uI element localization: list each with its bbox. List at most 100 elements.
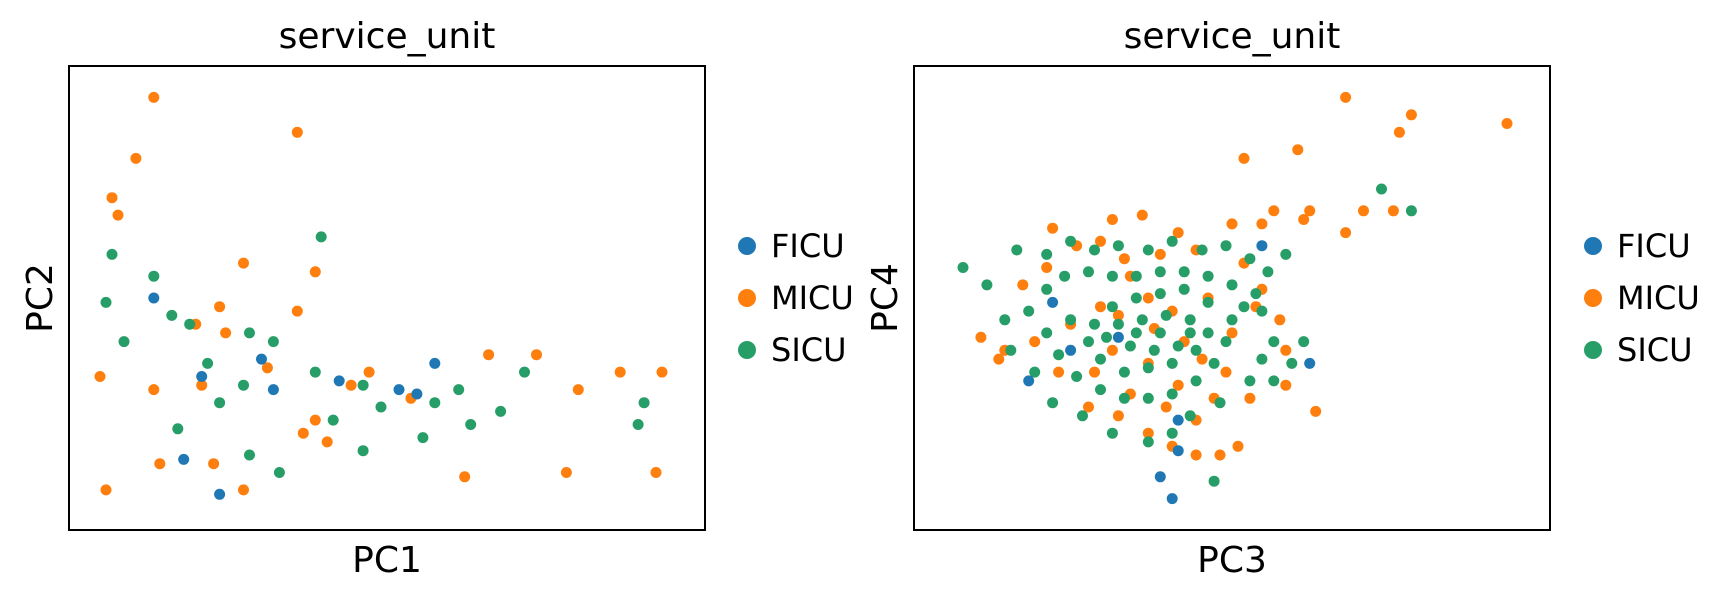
point-sicu	[1178, 283, 1190, 295]
point-micu	[1280, 379, 1292, 391]
point-sicu	[1041, 283, 1053, 295]
point-micu	[1118, 253, 1130, 265]
point-sicu	[1220, 240, 1232, 252]
point-micu	[1136, 209, 1148, 221]
point-micu	[1053, 366, 1065, 378]
point-micu	[1340, 227, 1352, 239]
point-sicu	[429, 397, 441, 409]
point-sicu	[519, 366, 530, 378]
point-micu	[297, 427, 309, 439]
point-sicu	[1178, 266, 1190, 278]
point-micu	[1310, 405, 1322, 417]
point-sicu	[1250, 288, 1262, 300]
point-micu	[1220, 366, 1232, 378]
point-sicu	[1298, 336, 1310, 348]
legend-marker-micu	[738, 289, 756, 307]
point-sicu	[1065, 235, 1077, 247]
panel-2-xlabel: PC3	[1197, 540, 1267, 581]
point-ficu	[1172, 445, 1184, 457]
point-micu	[1298, 214, 1310, 225]
point-sicu	[1190, 344, 1202, 356]
point-sicu	[1083, 266, 1094, 278]
point-sicu	[1286, 357, 1298, 369]
point-micu	[238, 257, 249, 269]
point-micu	[106, 192, 118, 204]
point-ficu	[1256, 240, 1268, 252]
point-sicu	[1268, 336, 1280, 348]
point-sicu	[375, 401, 387, 413]
panel-2-points	[957, 91, 1513, 505]
point-sicu	[1047, 397, 1059, 409]
point-sicu	[1208, 475, 1220, 487]
point-sicu	[1256, 353, 1268, 365]
point-sicu	[638, 397, 650, 409]
point-micu	[1106, 214, 1118, 225]
point-sicu	[1166, 388, 1178, 400]
panel-1-xlabel: PC1	[352, 540, 422, 581]
point-sicu	[327, 414, 339, 426]
point-micu	[148, 384, 160, 396]
point-micu	[1226, 218, 1238, 230]
point-sicu	[1166, 357, 1178, 369]
point-sicu	[1190, 375, 1202, 387]
point-sicu	[1118, 366, 1130, 378]
point-sicu	[1089, 318, 1100, 330]
point-sicu	[267, 336, 279, 348]
panel-2: service_unit PC3 PC4 FICU MICU SICU	[865, 16, 1700, 581]
point-sicu	[1208, 357, 1220, 369]
point-sicu	[1154, 288, 1166, 300]
point-sicu	[1220, 336, 1232, 348]
point-micu	[1304, 205, 1316, 217]
point-sicu	[1238, 301, 1250, 313]
point-sicu	[238, 379, 249, 391]
point-ficu	[1304, 357, 1316, 369]
point-sicu	[957, 262, 969, 273]
point-micu	[208, 458, 220, 470]
point-micu	[1214, 449, 1226, 461]
legend-label-sicu: SICU	[1617, 331, 1693, 369]
panel-1: service_unit PC1 PC2 FICU MICU SICU	[20, 16, 854, 581]
point-ficu	[411, 388, 423, 400]
point-sicu	[273, 467, 285, 478]
point-micu	[1112, 309, 1124, 321]
point-micu	[572, 384, 584, 396]
point-micu	[1393, 126, 1405, 138]
point-sicu	[999, 314, 1011, 326]
legend-marker-sicu	[1584, 341, 1602, 359]
point-sicu	[106, 248, 118, 260]
point-micu	[1095, 301, 1106, 313]
point-ficu	[256, 353, 267, 365]
point-micu	[1112, 410, 1124, 422]
point-ficu	[429, 357, 441, 369]
point-micu	[100, 484, 112, 496]
point-sicu	[166, 309, 178, 321]
point-micu	[650, 467, 662, 478]
point-sicu	[1214, 397, 1226, 409]
point-sicu	[1106, 427, 1118, 439]
point-ficu	[267, 384, 279, 396]
point-sicu	[632, 419, 644, 430]
point-micu	[1244, 392, 1256, 404]
point-micu	[1154, 248, 1166, 260]
point-sicu	[1106, 301, 1118, 313]
point-micu	[1047, 222, 1059, 234]
point-sicu	[1083, 336, 1094, 348]
legend-marker-ficu	[738, 237, 756, 255]
point-sicu	[1095, 353, 1106, 365]
point-sicu	[1142, 436, 1154, 448]
point-sicu	[1184, 327, 1196, 339]
point-sicu	[1184, 314, 1196, 326]
point-micu	[196, 379, 208, 391]
point-sicu	[1059, 270, 1071, 282]
point-sicu	[1118, 392, 1130, 404]
point-sicu	[1376, 183, 1387, 195]
point-sicu	[1023, 305, 1035, 317]
point-sicu	[1112, 240, 1124, 252]
legend-marker-micu	[1584, 289, 1602, 307]
point-micu	[1083, 401, 1094, 413]
point-sicu	[118, 336, 130, 348]
panel-2-title: service_unit	[1124, 16, 1341, 57]
point-sicu	[1005, 344, 1017, 356]
point-micu	[148, 91, 160, 103]
